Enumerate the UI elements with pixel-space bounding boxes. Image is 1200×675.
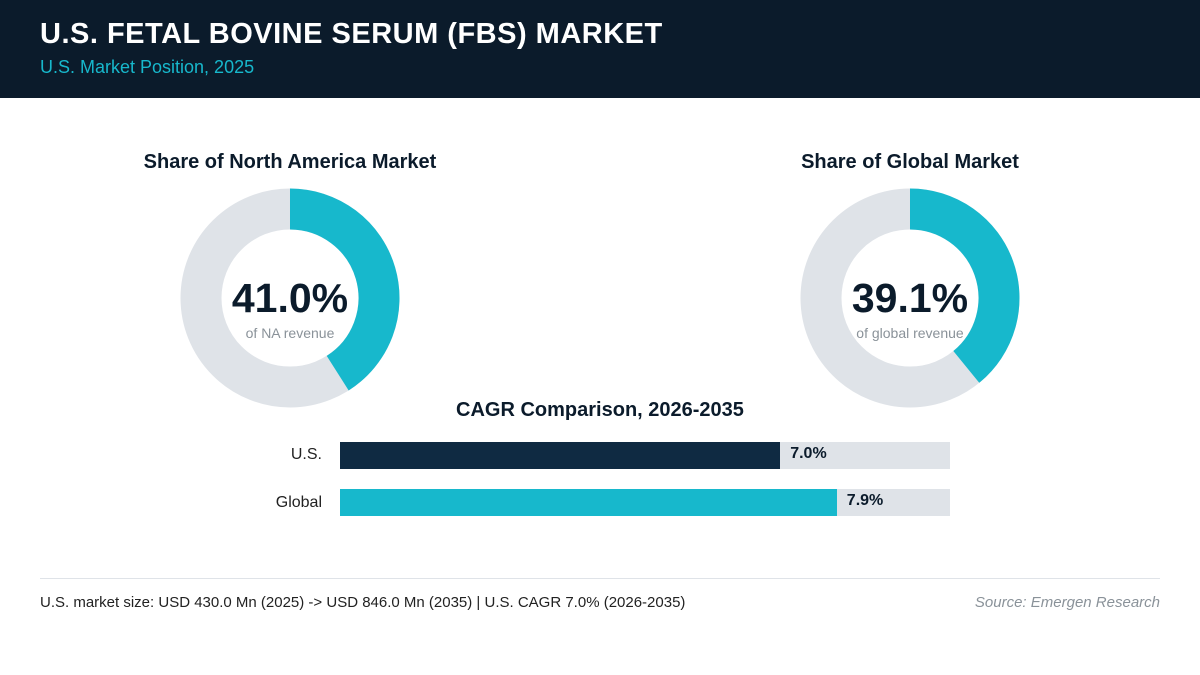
- page-subtitle: U.S. Market Position, 2025: [40, 57, 255, 77]
- global-share-title: Share of Global Market: [801, 151, 1019, 173]
- bar-label-us: U.S.: [290, 446, 322, 463]
- global-share-arc: [909, 188, 1020, 383]
- na-share-caption: of NA revenue: [245, 325, 335, 341]
- header-banner: U.S. FETAL BOVINE SERUM (FBS) MARKET U.S…: [0, 0, 1200, 98]
- bar-us: [340, 442, 781, 469]
- global-share-value: 39.1%: [851, 275, 969, 321]
- global-share-caption: of global revenue: [856, 325, 964, 341]
- bar-global: [340, 489, 837, 516]
- bar-track-us: 7.0%: [340, 442, 950, 469]
- global-share-donut: [800, 188, 1020, 408]
- bar-track-global: 7.9%: [340, 489, 950, 516]
- na-share-value: 41.0%: [231, 275, 349, 321]
- bar-value-us: 7.0%: [790, 445, 827, 462]
- na-share-title: Share of North America Market: [143, 151, 437, 173]
- na-share-arc: [289, 188, 400, 391]
- bar-label-global: Global: [275, 494, 322, 511]
- page-title: U.S. FETAL BOVINE SERUM (FBS) MARKET: [40, 18, 663, 50]
- bar-value-global: 7.9%: [846, 492, 884, 509]
- market-size-summary: U.S. market size: USD 430.0 Mn (2025) ->…: [40, 594, 686, 611]
- source-note: Source: Emergen Research: [974, 594, 1160, 611]
- cagr-chart-title: CAGR Comparison, 2026-2035: [456, 399, 744, 421]
- footer-divider: [40, 578, 1160, 579]
- na-share-donut: [180, 188, 400, 408]
